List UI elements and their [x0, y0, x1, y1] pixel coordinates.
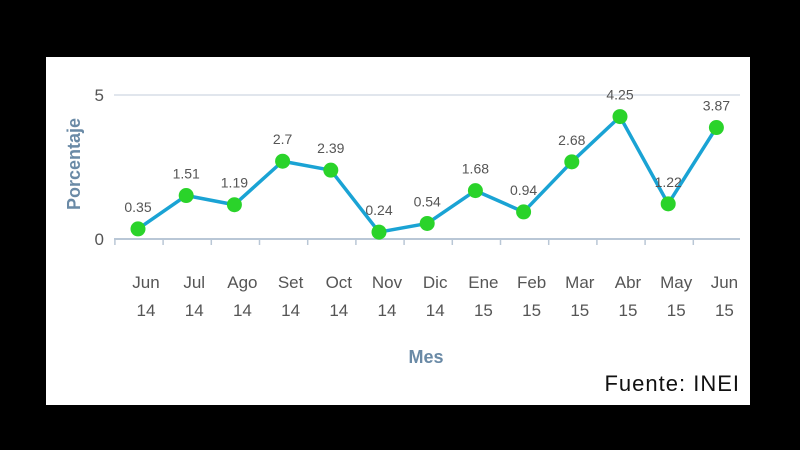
- x-tick-label-month: Feb: [517, 273, 546, 292]
- data-label: 2.68: [558, 132, 585, 148]
- data-point: [516, 204, 532, 220]
- x-tick-label-year: 15: [570, 301, 589, 320]
- x-tick-label-year: 14: [426, 301, 445, 320]
- x-tick-label-year: 14: [378, 301, 397, 320]
- data-label: 2.7: [273, 131, 293, 147]
- x-tick-label-year: 14: [185, 301, 204, 320]
- x-tick-label-year: 14: [329, 301, 348, 320]
- x-tick-label-year: 14: [137, 301, 156, 320]
- data-point: [564, 154, 580, 170]
- data-point: [178, 188, 194, 204]
- x-tick-label-month: Ago: [227, 273, 257, 292]
- data-point: [226, 197, 242, 213]
- data-label: 1.19: [221, 175, 248, 191]
- data-point: [708, 120, 724, 136]
- x-tick-label-month: Set: [278, 273, 304, 292]
- x-tick-label-month: May: [660, 273, 693, 292]
- data-label: 0.54: [414, 193, 441, 209]
- x-axis-title: Mes: [408, 347, 443, 367]
- y-tick-label: 0: [95, 230, 104, 249]
- data-label: 0.35: [124, 199, 151, 215]
- data-label: 2.39: [317, 140, 344, 156]
- data-point: [371, 224, 387, 240]
- data-label: 1.51: [173, 166, 200, 182]
- data-label: 3.87: [703, 98, 730, 114]
- x-tick-label-year: 15: [522, 301, 541, 320]
- y-axis-title: Porcentaje: [64, 118, 84, 210]
- x-tick-label-year: 14: [281, 301, 300, 320]
- data-label: 0.94: [510, 182, 537, 198]
- x-tick-label-month: Nov: [372, 273, 403, 292]
- data-point: [275, 153, 291, 169]
- data-point: [419, 215, 435, 231]
- chart-panel: [46, 57, 750, 405]
- x-tick-label-month: Jun: [711, 273, 738, 292]
- x-tick-label-year: 15: [474, 301, 493, 320]
- x-tick-label-month: Jun: [132, 273, 159, 292]
- data-label: 1.22: [655, 174, 682, 190]
- data-label: 1.68: [462, 161, 489, 177]
- data-label: 0.24: [365, 202, 392, 218]
- x-tick-label-month: Mar: [565, 273, 595, 292]
- data-label: 4.25: [606, 87, 633, 103]
- source-note: Fuente: INEI: [604, 371, 740, 396]
- x-tick-label-month: Dic: [423, 273, 448, 292]
- data-point: [130, 221, 146, 237]
- data-point: [323, 162, 339, 178]
- x-tick-label-month: Ene: [468, 273, 498, 292]
- x-tick-label-year: 15: [715, 301, 734, 320]
- x-tick-label-year: 14: [233, 301, 252, 320]
- x-tick-label-month: Abr: [615, 273, 642, 292]
- data-point: [612, 109, 628, 125]
- data-point: [467, 183, 483, 199]
- x-tick-label-month: Jul: [183, 273, 205, 292]
- x-tick-label-month: Oct: [326, 273, 353, 292]
- data-point: [660, 196, 676, 212]
- x-tick-label-year: 15: [619, 301, 638, 320]
- x-tick-label-year: 15: [667, 301, 686, 320]
- y-tick-label: 5: [95, 86, 104, 105]
